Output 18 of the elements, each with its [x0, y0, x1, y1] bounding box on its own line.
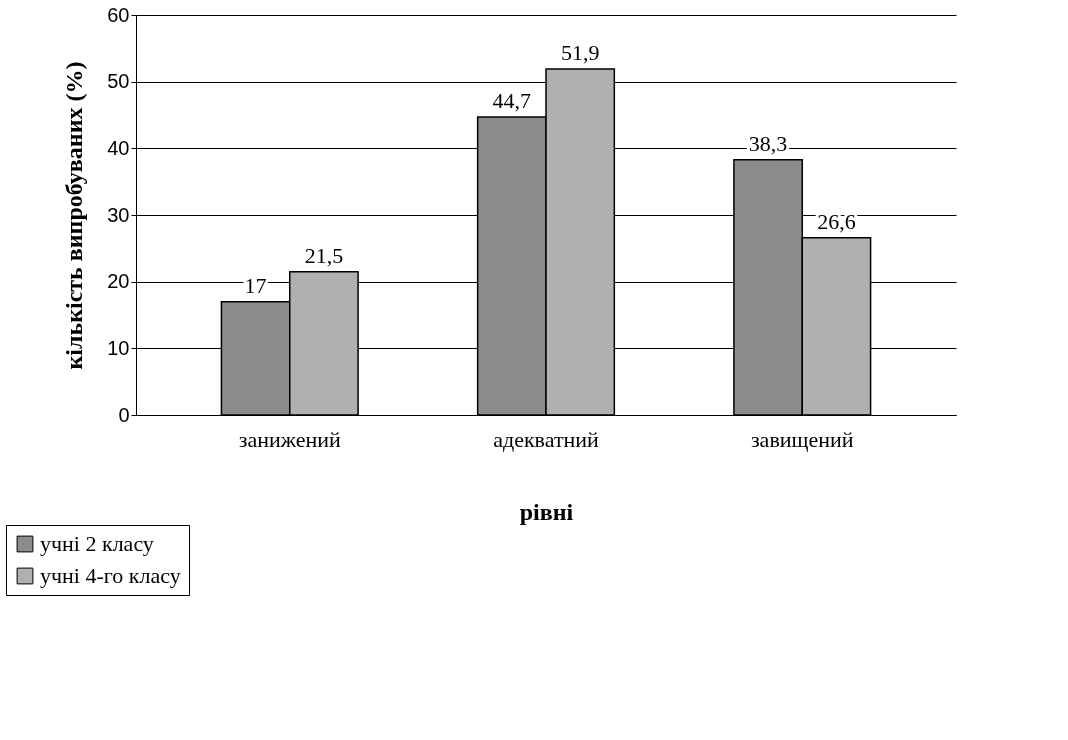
data-label: 44,7 — [492, 88, 532, 113]
data-label: 21,5 — [304, 242, 344, 268]
y-tick-label: 30 — [107, 203, 130, 226]
x-tick-label: занижений — [238, 426, 341, 452]
y-tick-label: 0 — [118, 403, 130, 426]
legend-label: учні 4-го класу — [40, 563, 181, 588]
x-tick-label: адекватний — [493, 426, 600, 452]
y-tick-label: 60 — [107, 3, 130, 26]
x-axis-title: рівні — [519, 498, 574, 525]
data-label: 26,6 — [817, 208, 856, 234]
y-tick-label: 50 — [107, 70, 130, 93]
y-tick-label: 20 — [107, 270, 130, 293]
x-tick-label: завищений — [750, 426, 854, 452]
y-axis-title: кількість випробуваних (%) — [61, 61, 88, 370]
y-tick-label: 10 — [107, 336, 130, 359]
legend-label: учні 2 класу — [40, 531, 154, 556]
data-label: 51,9 — [560, 40, 600, 65]
y-tick-label: 40 — [107, 136, 130, 159]
